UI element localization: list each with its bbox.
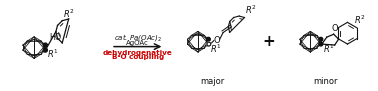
Text: $R^1$: $R^1$ — [211, 42, 222, 55]
Text: O: O — [332, 24, 338, 33]
Text: HO: HO — [49, 33, 61, 42]
Circle shape — [43, 48, 47, 52]
Circle shape — [206, 42, 210, 46]
Text: AgOAc: AgOAc — [126, 40, 149, 46]
Circle shape — [207, 42, 211, 46]
Circle shape — [43, 43, 47, 47]
Text: $R^1$: $R^1$ — [47, 48, 59, 60]
Text: $R^2$: $R^2$ — [63, 7, 75, 20]
Text: $R^2$: $R^2$ — [354, 13, 366, 26]
Text: major: major — [201, 77, 225, 86]
Circle shape — [206, 37, 210, 41]
Circle shape — [319, 42, 323, 46]
Text: minor: minor — [313, 77, 338, 86]
Text: O: O — [214, 36, 220, 45]
Text: $R^2$: $R^2$ — [245, 3, 257, 16]
Text: dehydrogenative: dehydrogenative — [103, 50, 173, 56]
Text: +: + — [263, 34, 275, 49]
Circle shape — [319, 37, 323, 41]
Text: $R^1$: $R^1$ — [323, 42, 335, 55]
Text: cat. Pa(OAc)$_2$: cat. Pa(OAc)$_2$ — [114, 32, 162, 43]
Text: B-O coupling: B-O coupling — [112, 55, 164, 61]
